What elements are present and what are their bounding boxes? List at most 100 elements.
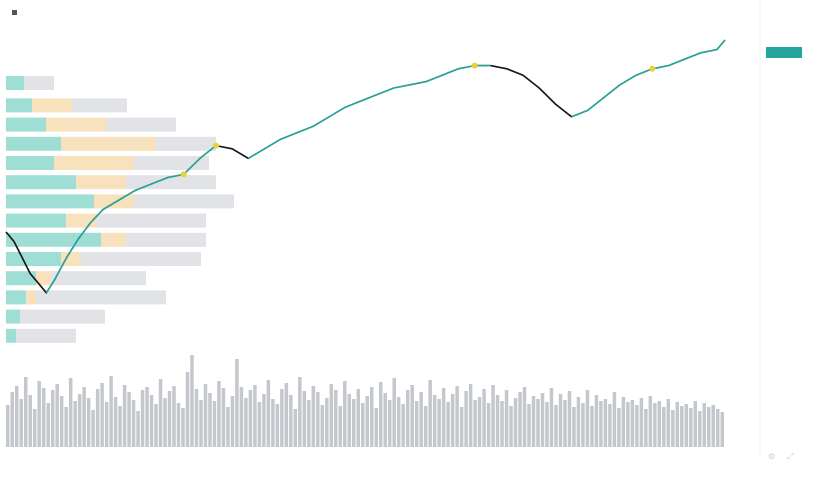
volume-bar-0	[6, 405, 10, 447]
gear-icon[interactable]: ⚙	[768, 452, 776, 461]
volume-bar-65	[298, 377, 302, 447]
price-series	[5, 39, 726, 294]
profile-orange-7	[66, 213, 96, 228]
volume-bar-97	[441, 388, 446, 447]
volume-bar-94	[428, 380, 432, 447]
volume-bar-114	[518, 392, 522, 447]
volume-bar-12	[59, 396, 64, 447]
volume-bar-62	[284, 383, 289, 447]
profile-grey-9	[81, 252, 201, 266]
scale-icon[interactable]: ⤢	[787, 452, 794, 461]
indicator-color-swatch	[12, 9, 17, 15]
volume-bar-117	[531, 396, 536, 447]
volume-bar-124	[563, 400, 567, 447]
profile-orange-2	[46, 117, 106, 132]
profile-orange-8	[101, 232, 126, 247]
volume-bar-73	[334, 390, 338, 447]
volume-bar-38	[176, 403, 181, 447]
volume-bar-50	[230, 396, 235, 447]
volume-bar-49	[226, 407, 230, 447]
volume-bar-41	[190, 355, 194, 447]
volume-bar-100	[455, 386, 459, 447]
volume-bar-70	[320, 405, 325, 447]
price-candle-3	[21, 257, 31, 274]
volume-bar-44	[203, 384, 208, 447]
volume-bar-101	[459, 407, 464, 447]
volume-bar-87	[396, 397, 401, 447]
volume-bars	[6, 355, 724, 447]
volume-bar-121	[549, 388, 554, 447]
volume-bar-90	[410, 385, 414, 447]
price-candle-11	[102, 199, 120, 211]
volume-bar-147	[666, 399, 671, 447]
volume-bar-118	[536, 399, 540, 447]
price-candle-12	[118, 189, 136, 201]
volume-bar-143	[648, 396, 653, 447]
volume-bar-125	[567, 391, 572, 447]
profile-teal-1	[6, 98, 32, 113]
volume-bar-79	[361, 403, 365, 447]
price-candle-37	[522, 74, 540, 89]
profile-grey-0	[24, 76, 54, 90]
volume-bar-129	[585, 390, 590, 447]
price-candle-4	[29, 273, 39, 284]
volume-bar-130	[590, 406, 594, 447]
volume-bar-99	[450, 394, 455, 447]
price-candle-42	[603, 84, 621, 99]
volume-bar-45	[208, 393, 212, 447]
volume-bar-20	[95, 389, 100, 447]
chart-header	[6, 9, 21, 16]
volume-bar-17	[82, 387, 86, 447]
profile-teal-12	[6, 309, 20, 324]
volume-bar-98	[446, 402, 450, 447]
volume-bar-131	[594, 395, 599, 447]
volume-bar-95	[432, 395, 437, 447]
profile-grey-2	[106, 117, 176, 132]
price-candle-39	[554, 103, 573, 118]
volume-bar-34	[158, 379, 163, 447]
volume-bar-40	[185, 372, 190, 447]
price-candle-43	[619, 74, 637, 86]
volume-bar-43	[199, 400, 203, 447]
volume-bar-29	[136, 411, 140, 447]
volume-bar-26	[122, 385, 127, 447]
volume-bar-156	[707, 407, 711, 447]
volume-bar-154	[698, 411, 702, 447]
volume-bar-113	[513, 398, 518, 447]
profile-orange-11	[26, 290, 36, 305]
volume-bar-103	[468, 384, 473, 447]
volume-bar-2	[14, 386, 19, 447]
volume-bar-93	[423, 406, 428, 447]
volume-bar-133	[603, 399, 608, 447]
volume-bar-155	[702, 403, 707, 447]
volume-bar-24	[113, 397, 118, 447]
volume-bar-134	[608, 404, 612, 447]
volume-bar-96	[437, 399, 441, 447]
volume-bar-72	[329, 384, 334, 447]
price-candle-38	[538, 87, 556, 105]
profile-teal-5	[6, 175, 76, 190]
volume-bar-33	[154, 404, 158, 447]
volume-bar-25	[118, 406, 122, 447]
volume-bar-9	[46, 403, 50, 447]
volume-bar-7	[37, 381, 41, 447]
price-candle-25	[328, 106, 346, 118]
profile-orange-9	[61, 252, 81, 266]
price-candle-14	[151, 176, 168, 185]
price-candle-47	[684, 52, 702, 60]
volume-bar-71	[325, 398, 329, 447]
price-candle-13	[134, 183, 152, 192]
profile-teal-7	[6, 213, 66, 228]
price-candle-16	[183, 157, 201, 175]
profile-teal-0	[6, 76, 24, 90]
volume-bar-27	[127, 392, 131, 447]
volume-bar-55	[253, 385, 257, 447]
volume-bar-4	[23, 377, 28, 447]
volume-bar-1	[10, 392, 14, 447]
volume-bar-21	[100, 383, 104, 447]
volume-bar-54	[248, 390, 253, 447]
volume-bar-60	[275, 404, 280, 447]
profile-orange-3	[61, 136, 156, 151]
volume-bar-30	[140, 390, 145, 447]
